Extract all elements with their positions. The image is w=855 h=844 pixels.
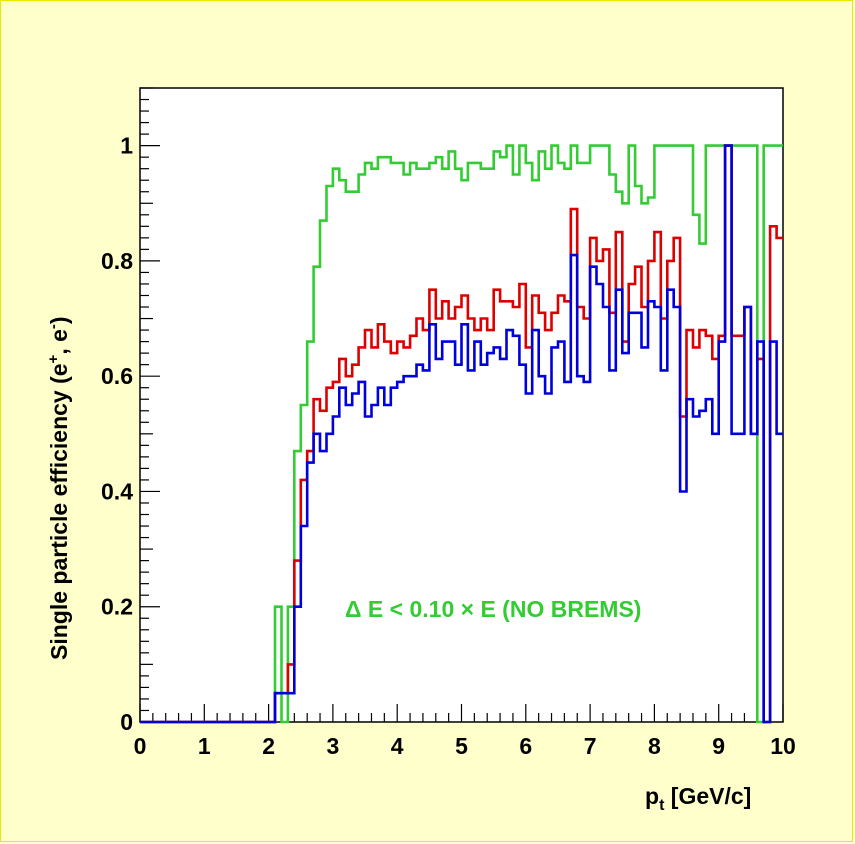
x-tick-label: 1 bbox=[198, 733, 211, 759]
x-tick-label: 9 bbox=[712, 733, 725, 759]
x-tick-label: 0 bbox=[134, 733, 147, 759]
x-axis-title: pt [GeV/c] bbox=[645, 783, 751, 814]
y-tick-label: 0.8 bbox=[101, 248, 133, 274]
y-tick-labels: 0 0.2 0.4 0.6 0.8 1 bbox=[101, 133, 133, 735]
y-tick-label: 0.2 bbox=[101, 594, 133, 620]
x-tick-labels: 0 1 2 3 4 5 6 7 8 9 10 bbox=[134, 733, 796, 759]
cut-annotation: Δ E < 0.10 × E (NO BREMS) bbox=[345, 596, 641, 622]
y-tick-label: 0.6 bbox=[101, 363, 133, 389]
y-tick-label: 1 bbox=[120, 133, 133, 159]
y-axis-title: Single particle efficiency (e+, e-) bbox=[45, 316, 72, 660]
y-tick-label: 0 bbox=[120, 709, 133, 735]
x-tick-label: 10 bbox=[770, 733, 796, 759]
x-tick-label: 2 bbox=[262, 733, 275, 759]
x-tick-label: 4 bbox=[391, 733, 404, 759]
x-tick-label: 7 bbox=[584, 733, 597, 759]
x-tick-label: 8 bbox=[648, 733, 661, 759]
y-tick-label: 0.4 bbox=[101, 478, 133, 504]
x-tick-label: 6 bbox=[519, 733, 532, 759]
x-tick-label: 3 bbox=[327, 733, 340, 759]
x-tick-label: 5 bbox=[455, 733, 468, 759]
